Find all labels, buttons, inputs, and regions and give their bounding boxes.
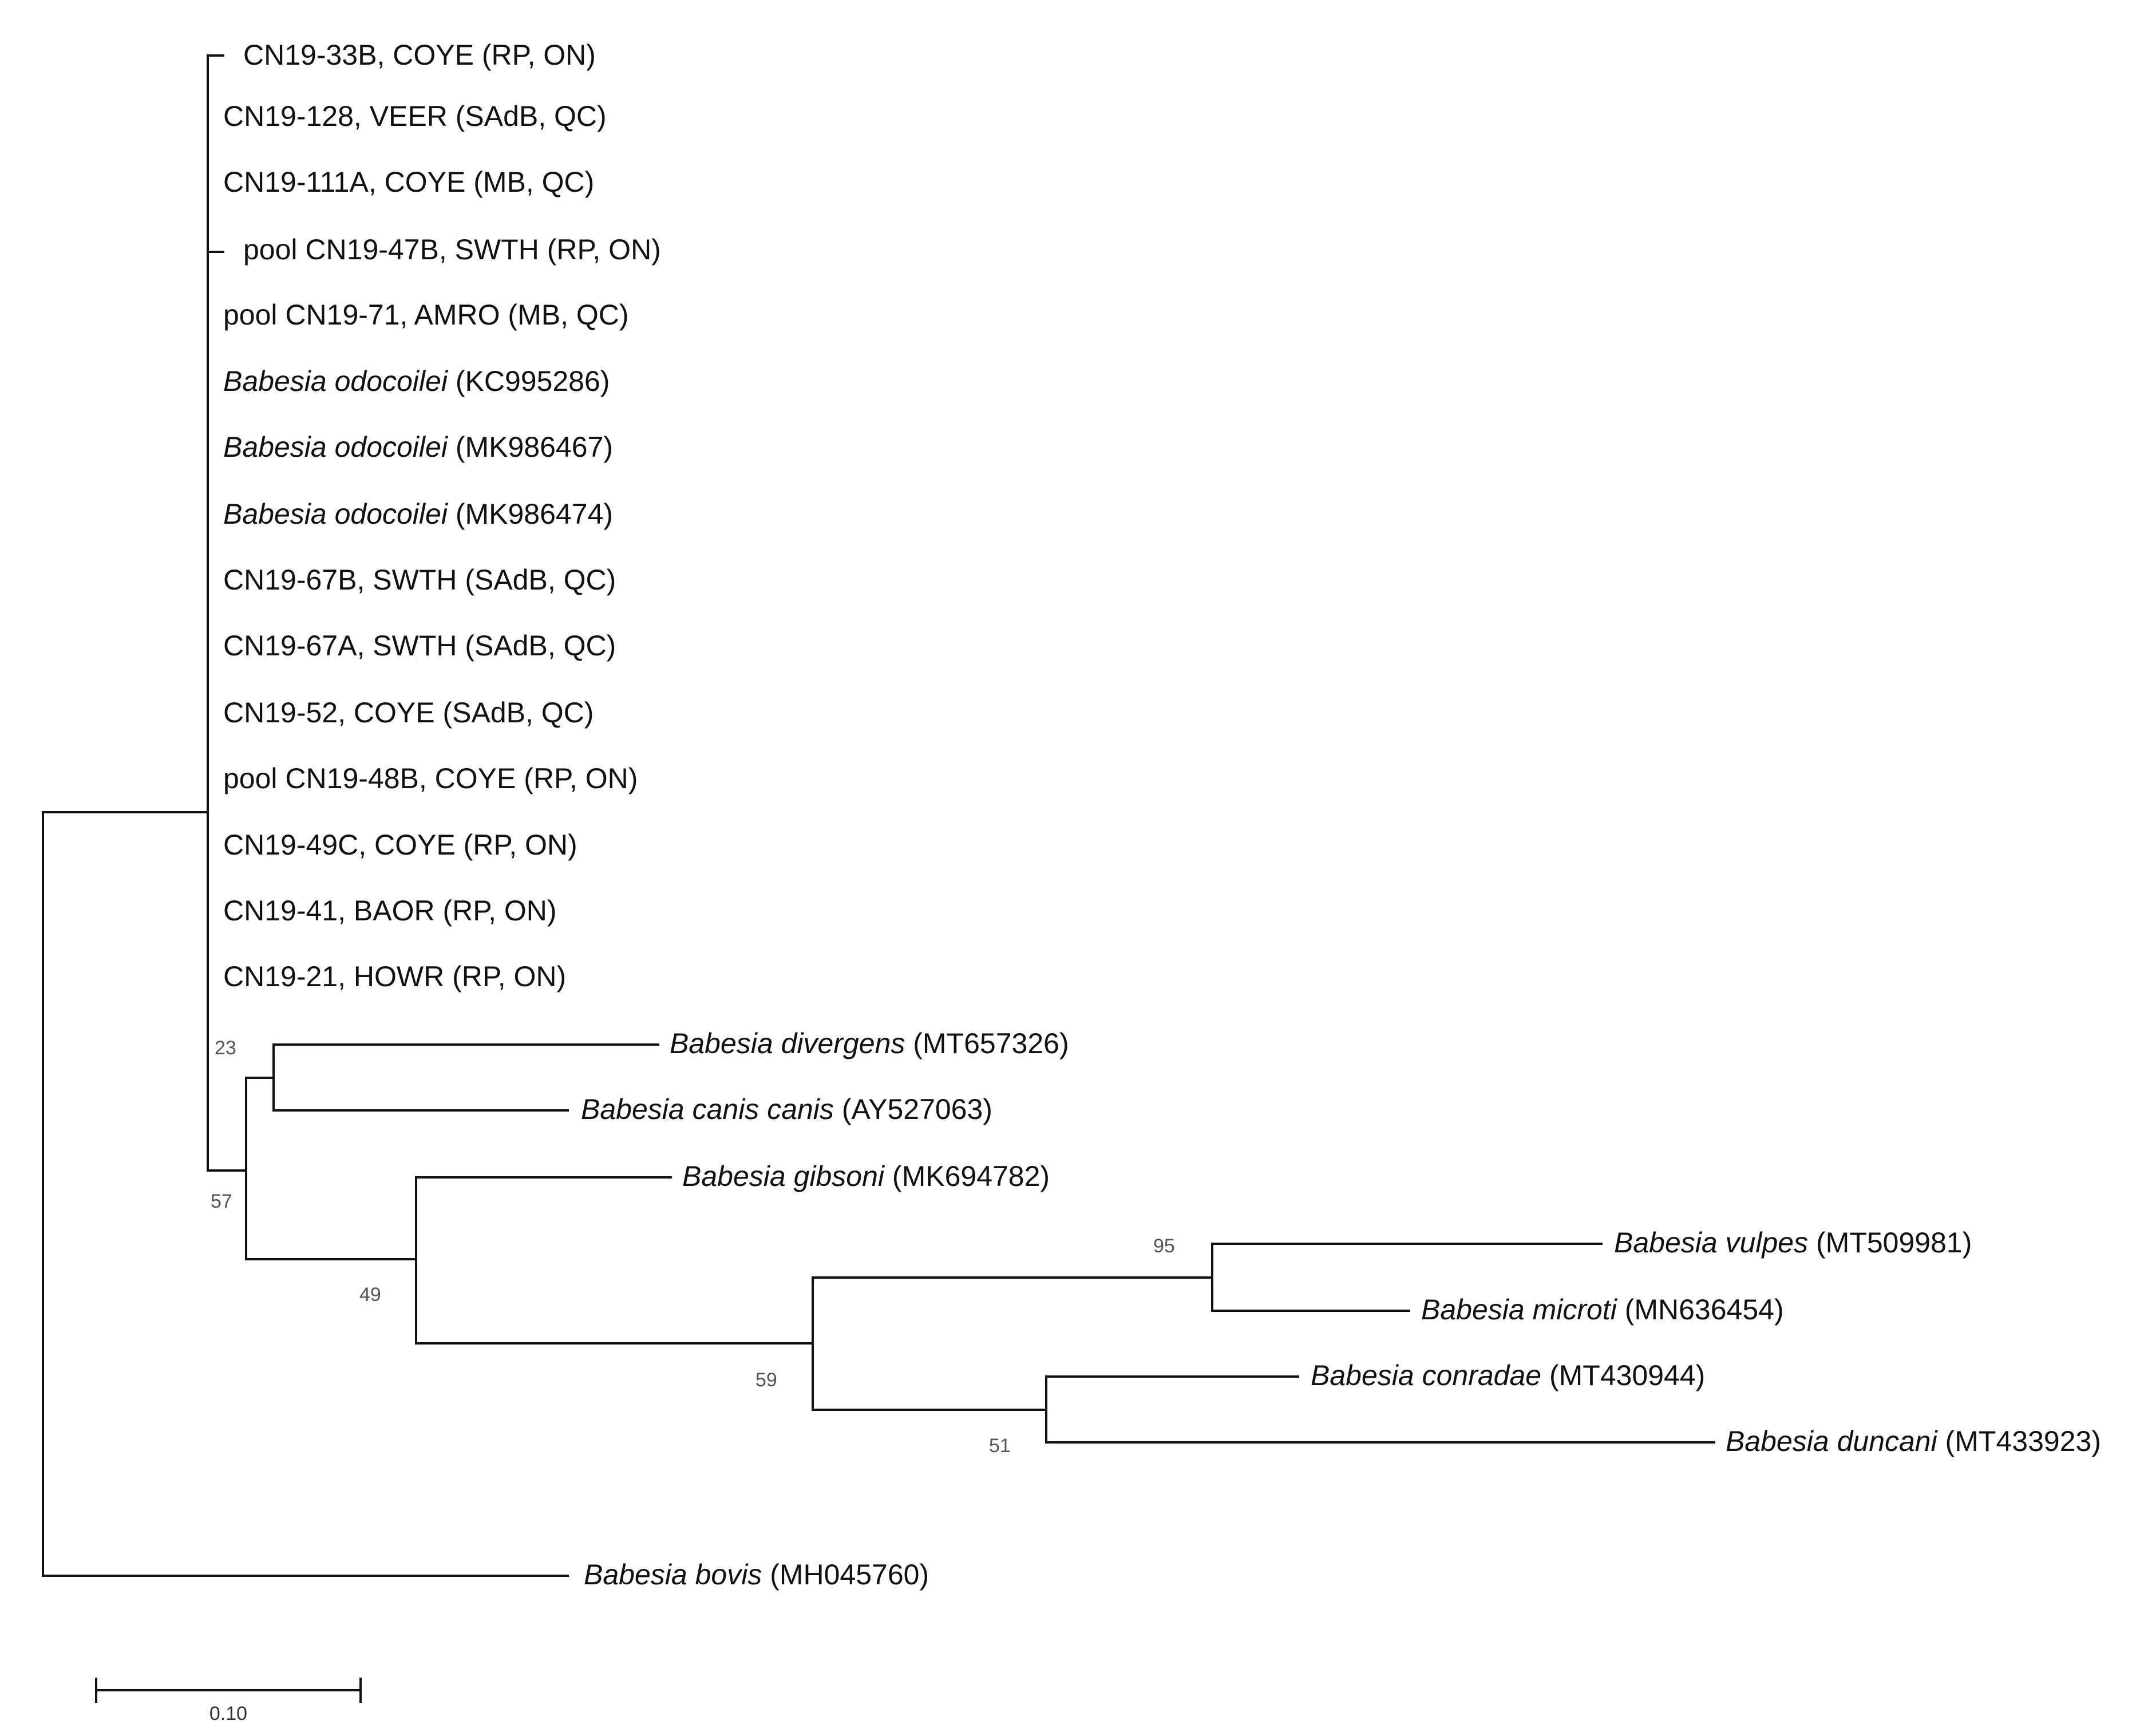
- leaf-label-pool-cn19-71: pool CN19-71, AMRO (MB, QC): [223, 299, 629, 331]
- leaf-label-cn19-128: CN19-128, VEER (SAdB, QC): [223, 100, 607, 132]
- support-value-95: 95: [1153, 1235, 1175, 1257]
- leaf-label-b-vulpes: Babesia vulpes (MT509981): [1614, 1227, 1972, 1259]
- support-value-59: 59: [755, 1369, 777, 1391]
- scale-bar-label: 0.10: [209, 1703, 247, 1725]
- leaf-label-cn19-67b: CN19-67B, SWTH (SAdB, QC): [223, 564, 616, 596]
- leaf-label-cn19-52: CN19-52, COYE (SAdB, QC): [223, 697, 594, 729]
- leaf-label-b-conradae: Babesia conradae (MT430944): [1311, 1359, 1705, 1391]
- leaf-label-cn19-41: CN19-41, BAOR (RP, ON): [223, 895, 557, 927]
- leaf-label-b-microti: Babesia microti (MN636454): [1421, 1294, 1784, 1326]
- leaf-label-b-divergens: Babesia divergens (MT657326): [670, 1027, 1069, 1059]
- support-value-49: 49: [359, 1284, 381, 1306]
- scale-bar: 0.10: [95, 1678, 362, 1725]
- leaf-label-cn19-33b: CN19-33B, COYE (RP, ON): [243, 39, 596, 71]
- leaf-label-b-odocoilei-kc995286: Babesia odocoilei (KC995286): [223, 365, 610, 397]
- leaf-label-b-odocoilei-mk986467: Babesia odocoilei (MK986467): [223, 431, 613, 463]
- leaf-label-b-canis-canis: Babesia canis canis (AY527063): [581, 1093, 992, 1125]
- leaf-label-cn19-67a: CN19-67A, SWTH (SAdB, QC): [223, 630, 616, 662]
- leaf-label-cn19-21: CN19-21, HOWR (RP, ON): [223, 960, 566, 992]
- leaf-label-b-duncani: Babesia duncani (MT433923): [1726, 1425, 2101, 1457]
- leaf-label-b-gibsoni: Babesia gibsoni (MK694782): [682, 1160, 1050, 1192]
- leaf-label-b-bovis: Babesia bovis (MH045760): [584, 1559, 929, 1591]
- support-value-51: 51: [989, 1435, 1011, 1457]
- leaf-label-pool-cn19-48b: pool CN19-48B, COYE (RP, ON): [223, 762, 638, 794]
- leaf-label-cn19-111a: CN19-111A, COYE (MB, QC): [223, 166, 594, 198]
- support-value-23: 23: [215, 1037, 236, 1059]
- leaf-label-b-odocoilei-mk986474: Babesia odocoilei (MK986474): [223, 498, 613, 530]
- support-value-57: 57: [211, 1191, 232, 1212]
- leaf-label-cn19-49c: CN19-49C, COYE (RP, ON): [223, 829, 577, 861]
- leaf-label-pool-cn19-47b: pool CN19-47B, SWTH (RP, ON): [243, 234, 661, 266]
